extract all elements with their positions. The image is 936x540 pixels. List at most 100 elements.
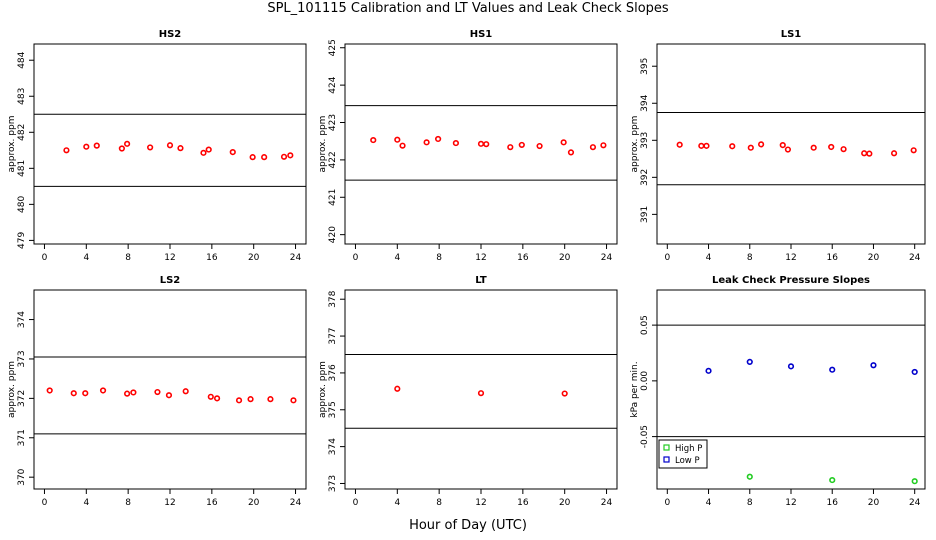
data-point (435, 135, 442, 143)
data-point (784, 146, 792, 153)
y-tick-label: -0.05 (640, 425, 650, 448)
x-tick-label: 16 (517, 498, 529, 508)
figure-x-axis-label: Hour of Day (UTC) (409, 518, 527, 533)
legend-marker (663, 444, 670, 451)
y-tick-label: 373 (328, 475, 338, 492)
data-point (840, 146, 847, 153)
data-point (746, 473, 753, 480)
data-point (698, 142, 705, 149)
data-point (205, 146, 212, 153)
data-point (483, 141, 490, 148)
data-point (63, 147, 70, 154)
y-tick-label: 373 (17, 350, 27, 367)
panel-title: Leak Check Pressure Slopes (712, 275, 870, 286)
x-tick-label: 16 (206, 498, 218, 508)
data-point (249, 154, 256, 161)
plot-frame (344, 289, 618, 490)
y-axis-label: kPa per min. (630, 361, 640, 417)
plot-frame (344, 43, 618, 245)
data-point (399, 142, 406, 149)
x-tick-label: 20 (248, 253, 260, 263)
x-tick-label: 0 (664, 253, 670, 263)
y-tick-label: 376 (328, 364, 338, 381)
panel-6: Leak Check Pressure Slopes 0 4 8 12 16 20 24 -0.… (630, 275, 926, 508)
y-tick-label: 393 (640, 132, 650, 149)
data-point (890, 150, 898, 157)
data-point (861, 150, 868, 157)
plot-frame (656, 43, 926, 245)
data-point (247, 396, 254, 403)
data-point (567, 149, 575, 156)
figure-title: SPL_101115 Calibration and LT Values and… (267, 1, 669, 16)
data-point (866, 150, 873, 157)
y-tick-label: 484 (17, 51, 27, 68)
y-tick-label: 371 (17, 429, 27, 446)
x-tick-label: 4 (706, 498, 712, 508)
data-point (130, 389, 137, 396)
panel-1: HS2 0 4 8 12 16 20 24 479 480 481 482 483 484 approx. … (7, 29, 307, 263)
x-tick-label: 4 (83, 498, 89, 508)
y-axis-label: approx. ppm (7, 361, 17, 418)
data-point (235, 397, 243, 404)
x-tick-label: 12 (785, 253, 796, 263)
data-point (290, 397, 297, 404)
x-tick-label: 24 (290, 498, 302, 508)
x-tick-label: 8 (125, 498, 131, 508)
x-tick-label: 8 (436, 253, 442, 263)
data-point (165, 392, 173, 399)
data-point (870, 362, 877, 369)
legend: High P Low P (658, 439, 708, 469)
data-point (70, 390, 77, 397)
x-tick-label: 12 (475, 253, 486, 263)
data-point (200, 149, 207, 156)
y-tick-label: 394 (640, 94, 650, 111)
x-tick-label: 20 (868, 253, 880, 263)
data-point (758, 141, 765, 148)
x-tick-label: 16 (827, 253, 839, 263)
y-tick-label: 0.00 (640, 371, 650, 391)
data-point (911, 478, 918, 485)
data-point (229, 149, 236, 156)
data-point (154, 388, 161, 396)
data-point (676, 141, 683, 148)
x-tick-label: 24 (601, 498, 613, 508)
data-point (536, 142, 543, 150)
data-point (729, 143, 736, 150)
y-tick-label: 377 (328, 327, 338, 344)
data-point (267, 396, 274, 403)
y-tick-label: 375 (328, 401, 338, 418)
plot-frame (33, 289, 307, 490)
panel-title: LS1 (781, 29, 802, 40)
y-tick-label: 391 (640, 206, 650, 223)
y-tick-label: 0.05 (640, 315, 650, 335)
data-point (213, 395, 221, 402)
data-point (518, 141, 525, 149)
data-point (99, 387, 107, 394)
y-tick-label: 370 (17, 468, 27, 485)
data-point (477, 140, 485, 147)
x-tick-label: 16 (206, 253, 218, 263)
data-point (177, 145, 184, 152)
panel-title: LS2 (160, 275, 181, 286)
x-tick-label: 16 (827, 498, 839, 508)
data-point (910, 147, 917, 154)
x-tick-label: 8 (125, 253, 131, 263)
panel-title: HS2 (159, 29, 182, 40)
data-point (124, 140, 131, 147)
data-point (810, 144, 817, 151)
panel-title: HS1 (470, 29, 493, 40)
data-point (261, 154, 268, 161)
data-point (124, 390, 131, 397)
legend-marker (663, 456, 670, 463)
data-point (166, 142, 174, 149)
data-point (118, 145, 125, 152)
data-point (828, 143, 835, 151)
x-tick-label: 0 (42, 498, 48, 508)
data-point (182, 388, 189, 395)
y-tick-label: 420 (328, 226, 338, 243)
data-point (561, 390, 568, 397)
y-tick-label: 374 (17, 311, 27, 328)
data-point (83, 143, 90, 150)
data-point (394, 136, 401, 143)
x-tick-label: 24 (909, 253, 921, 263)
